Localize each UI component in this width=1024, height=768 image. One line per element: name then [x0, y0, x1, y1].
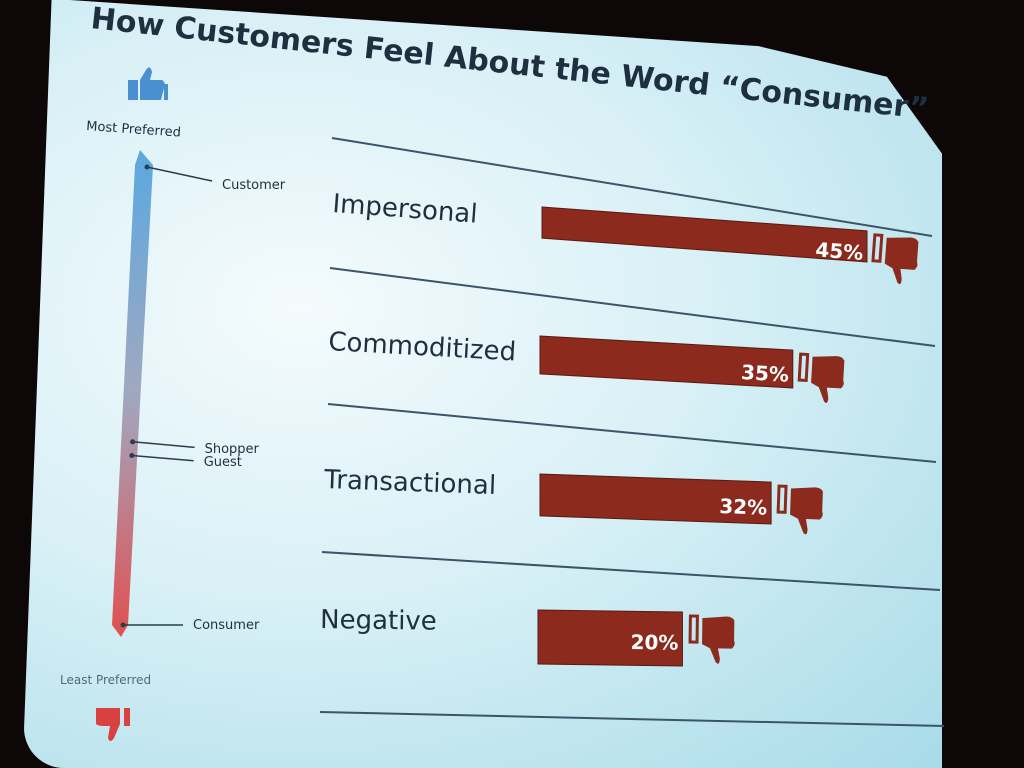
scale-term-connector — [131, 454, 194, 462]
bar-series: Impersonal 45% Commoditized 35% Transactiona… — [320, 189, 919, 667]
category-label: Negative — [320, 605, 437, 637]
row-divider — [331, 137, 933, 237]
scale-term-label: Shopper — [205, 442, 260, 457]
data-label: 20% — [630, 630, 678, 655]
scale-term-connector — [146, 166, 213, 182]
data-label: 45% — [815, 237, 865, 264]
thumbs-down-icon — [776, 484, 823, 535]
scale-term-dot — [120, 622, 126, 628]
bar — [539, 473, 772, 525]
row-divider — [321, 551, 941, 591]
row-dividers — [319, 137, 945, 727]
thumbs-down-icon — [96, 708, 130, 741]
scale-term-connector — [132, 441, 195, 449]
bar-row: Transactional 32% — [323, 465, 823, 535]
row-divider — [327, 403, 937, 463]
row-divider — [329, 267, 936, 347]
thumbs-up-icon — [128, 67, 168, 100]
category-label: Transactional — [323, 465, 497, 501]
scale-term-label: Customer — [222, 178, 286, 193]
thumbs-down-icon — [871, 233, 919, 285]
bar — [537, 609, 683, 667]
category-label: Impersonal — [331, 189, 478, 230]
scale-top-label: Most Preferred — [86, 119, 182, 141]
data-label: 32% — [719, 494, 768, 520]
bar-row: Commoditized 35% — [328, 327, 845, 403]
bar-row: Impersonal 45% — [331, 189, 919, 285]
chart-title: How Customers Feel About the Word “Consu… — [89, 1, 930, 127]
scale-term-label: Consumer — [193, 618, 260, 633]
thumbs-down-icon — [797, 352, 845, 403]
data-label: 35% — [740, 360, 789, 387]
scale-term-dot — [144, 164, 150, 170]
scale-bottom-label: Least Preferred — [60, 673, 151, 687]
thumbs-down-icon — [688, 614, 735, 664]
category-label: Commoditized — [328, 327, 517, 367]
scale-gradient-bar — [112, 150, 153, 637]
scale-term-dot — [130, 439, 136, 445]
bar — [539, 335, 794, 389]
bar — [541, 206, 868, 263]
row-divider — [319, 711, 945, 727]
scale-term-label: Guest — [204, 455, 242, 470]
bar-row: Negative 20% — [320, 605, 735, 667]
scale-term-dot — [129, 453, 135, 459]
